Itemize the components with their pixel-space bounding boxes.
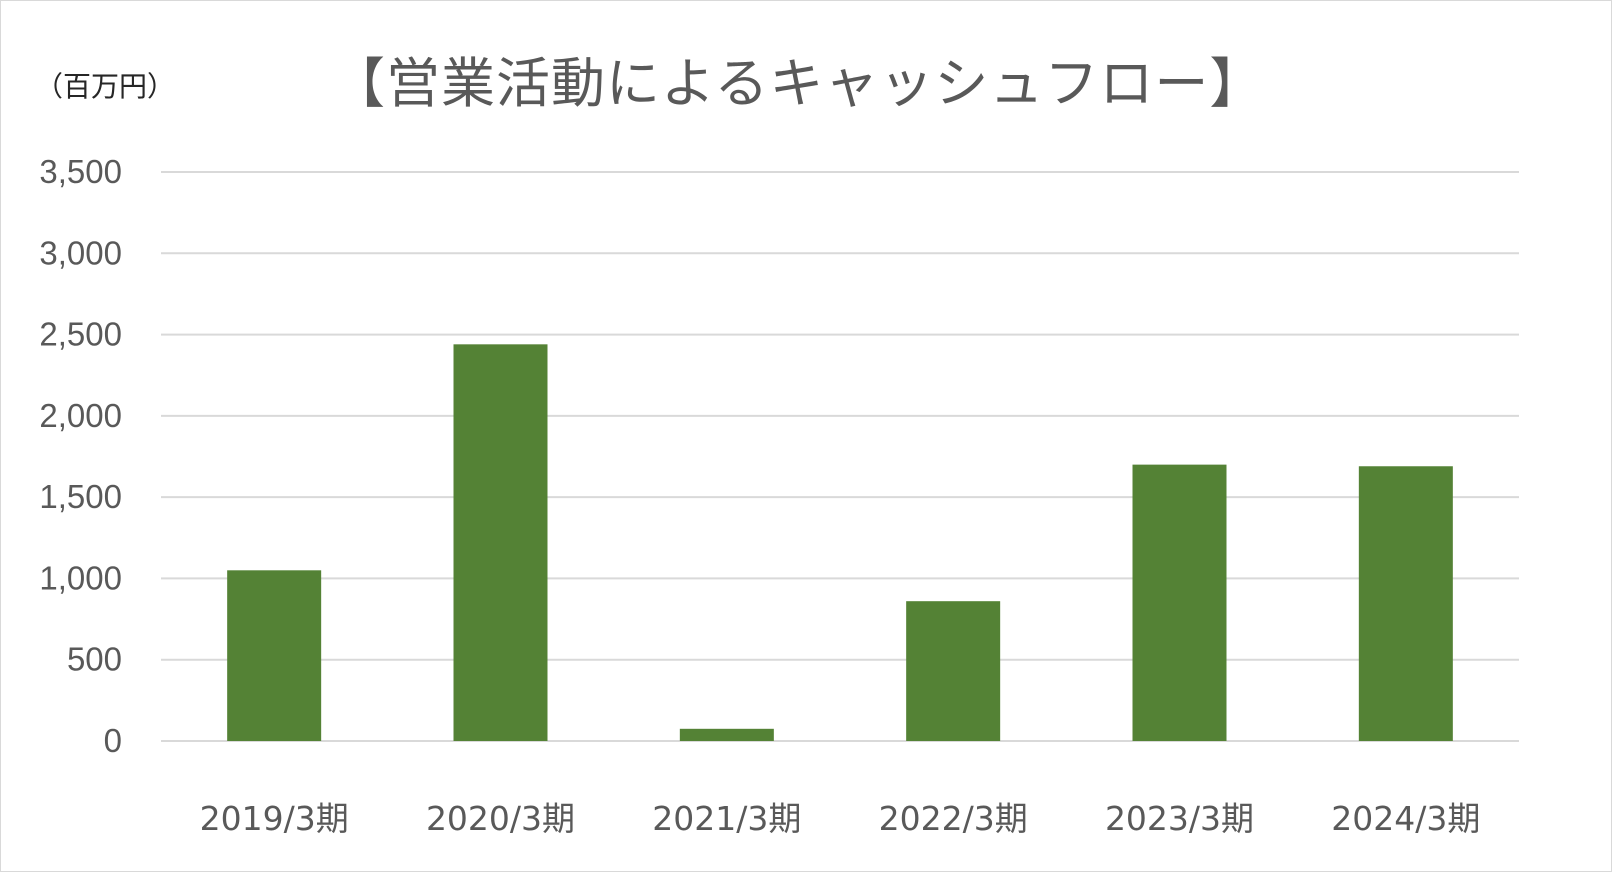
y-axis-ticks: 0 500 1,000 1,500 2,000 2,500 3,000 3,500: [39, 153, 122, 759]
chart-title: 【営業活動によるキャッシュフロー】: [331, 52, 1265, 115]
gridlines: [161, 171, 1519, 742]
bar: [227, 570, 322, 741]
bar: [906, 601, 1001, 741]
bars: [227, 344, 1453, 741]
x-category-label: 2019/3期: [200, 799, 349, 838]
y-tick-label: 2,000: [39, 397, 122, 434]
y-tick-label: 1,000: [39, 559, 122, 596]
y-tick-label: 3,000: [39, 234, 122, 271]
bar: [453, 344, 548, 741]
y-tick-label: 3,500: [39, 153, 122, 190]
y-axis-unit-label: （百万円）: [35, 70, 176, 103]
x-category-label: 2023/3期: [1105, 799, 1254, 838]
y-tick-label: 2,500: [39, 316, 122, 353]
y-tick-label: 1,500: [39, 478, 122, 515]
x-category-label: 2024/3期: [1331, 799, 1480, 838]
y-tick-label: 500: [67, 641, 122, 678]
x-category-label: 2020/3期: [426, 799, 575, 838]
x-axis-categories: 2019/3期 2020/3期 2021/3期 2022/3期 2023/3期 2024/…: [200, 799, 1481, 838]
bar: [679, 728, 774, 741]
y-tick-label: 0: [104, 722, 122, 759]
bar: [1132, 464, 1227, 741]
bar: [1358, 466, 1453, 741]
x-category-label: 2021/3期: [652, 799, 801, 838]
x-category-label: 2022/3期: [879, 799, 1028, 838]
